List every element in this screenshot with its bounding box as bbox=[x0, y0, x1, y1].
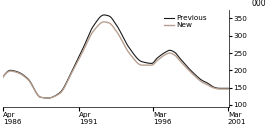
Previous bbox=[227, 88, 231, 89]
Previous bbox=[49, 97, 52, 98]
New bbox=[227, 88, 231, 90]
Previous bbox=[102, 14, 106, 16]
Previous bbox=[205, 82, 208, 83]
New bbox=[205, 83, 208, 85]
Legend: Previous, New: Previous, New bbox=[161, 12, 210, 31]
New bbox=[49, 97, 52, 98]
Y-axis label: 000: 000 bbox=[251, 0, 266, 8]
Previous bbox=[5, 72, 8, 73]
New bbox=[102, 21, 106, 23]
New bbox=[222, 88, 226, 90]
New bbox=[1, 76, 4, 78]
New bbox=[47, 97, 50, 99]
Previous bbox=[1, 76, 4, 78]
New bbox=[28, 80, 31, 82]
Previous bbox=[28, 80, 31, 81]
Previous bbox=[47, 97, 50, 99]
Line: Previous: Previous bbox=[3, 15, 229, 98]
Previous bbox=[88, 31, 92, 33]
New bbox=[88, 36, 92, 37]
Previous bbox=[222, 88, 226, 89]
Line: New: New bbox=[3, 22, 229, 98]
New bbox=[5, 72, 8, 74]
